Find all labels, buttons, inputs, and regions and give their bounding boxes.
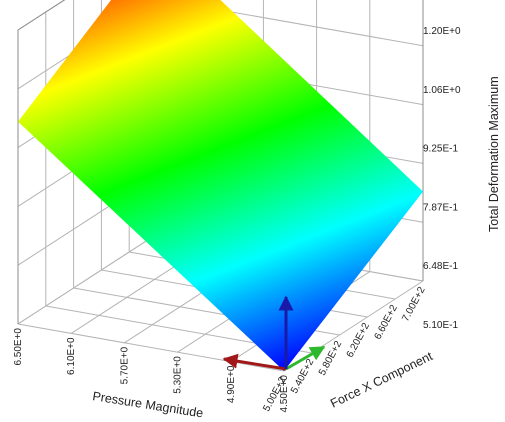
y-tick-label: 7.00E+2 [400,285,428,324]
origin-triad [222,295,326,371]
y-tick-label: 6.60E+2 [373,303,401,342]
x-tick-label: 5.30E+0 [173,356,184,394]
x-tick-label: 6.50E+0 [13,328,24,366]
y-axis-title: Force X Component [328,349,435,411]
side-wall-grid-line [17,233,158,325]
surface-layer [18,0,423,371]
y-axis-arrow [285,345,326,371]
z-tick-label: 9.25E-1 [423,144,458,155]
z-tick-label: 1.06E+0 [423,85,461,96]
z-tick-label: 5.10E-1 [423,320,458,331]
frame-edge [17,0,66,31]
x-axis-arrow [222,353,287,371]
y-tick-label: 5.40E+2 [289,357,317,396]
x-tick-label: 5.70E+0 [119,346,130,384]
floor-grid-line [17,323,285,372]
grid-walls [17,0,424,372]
z-tick-label: 6.48E-1 [423,261,458,272]
x-tick-label: 4.50E+0 [279,375,290,413]
z-tick-label: 1.20E+0 [423,26,461,37]
x-axis-title: Pressure Magnitude [92,389,205,420]
y-tick-label: 5.80E+2 [317,339,345,378]
x-tick-label: 6.10E+0 [66,337,77,375]
x-tick-label: 4.90E+0 [226,365,237,403]
z-tick-label: 7.87E-1 [423,202,458,213]
y-tick-label: 6.20E+2 [345,321,373,360]
z-axis-title: Total Deformation Maximum [487,76,501,232]
response-surface [18,0,423,371]
